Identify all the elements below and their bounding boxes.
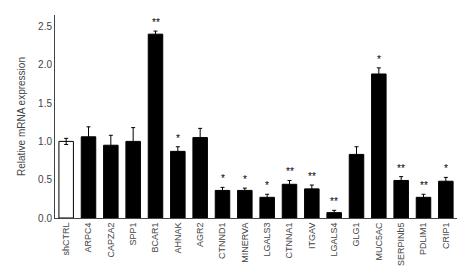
svg-text:LGALS4: LGALS4 [329,223,339,257]
svg-text:**: ** [420,180,428,191]
svg-text:LGALS3: LGALS3 [262,223,272,257]
svg-text:*: * [444,163,448,174]
svg-text:SERPINb5: SERPINb5 [396,223,406,267]
svg-text:AGR2: AGR2 [195,223,205,248]
svg-text:**: ** [286,166,294,177]
svg-text:CAPZA2: CAPZA2 [106,223,116,258]
svg-text:**: ** [308,171,316,182]
svg-text:**: ** [152,17,160,28]
svg-text:BCAR1: BCAR1 [150,223,160,253]
svg-text:PDLIM1: PDLIM1 [418,223,428,256]
svg-text:*: * [176,133,180,144]
svg-text:0.5: 0.5 [38,174,52,185]
svg-text:SPP1: SPP1 [128,223,138,246]
svg-text:2.0: 2.0 [38,59,52,70]
svg-text:*: * [221,173,225,184]
svg-text:0.0: 0.0 [38,213,52,224]
svg-text:1.5: 1.5 [38,98,52,109]
svg-text:*: * [243,174,247,185]
svg-text:MINERVA: MINERVA [240,223,250,263]
svg-text:Relative mRNA expression: Relative mRNA expression [16,57,27,176]
svg-text:2.5: 2.5 [38,21,52,32]
svg-text:**: ** [397,163,405,174]
svg-text:AHNAK: AHNAK [173,223,183,254]
svg-text:*: * [265,180,269,191]
svg-text:ARPC4: ARPC4 [83,223,93,253]
svg-text:ITGAV: ITGAV [307,223,317,249]
svg-text:CTNNA1: CTNNA1 [284,223,294,259]
svg-text:CTNND1: CTNND1 [217,223,227,260]
svg-text:**: ** [330,196,338,207]
svg-text:CRIP1: CRIP1 [441,223,451,250]
svg-text:*: * [377,54,381,65]
svg-text:1.0: 1.0 [38,136,52,147]
svg-text:MUC5AC: MUC5AC [374,222,384,261]
svg-text:shCTRL: shCTRL [61,223,71,256]
svg-text:GLG1: GLG1 [351,223,361,247]
